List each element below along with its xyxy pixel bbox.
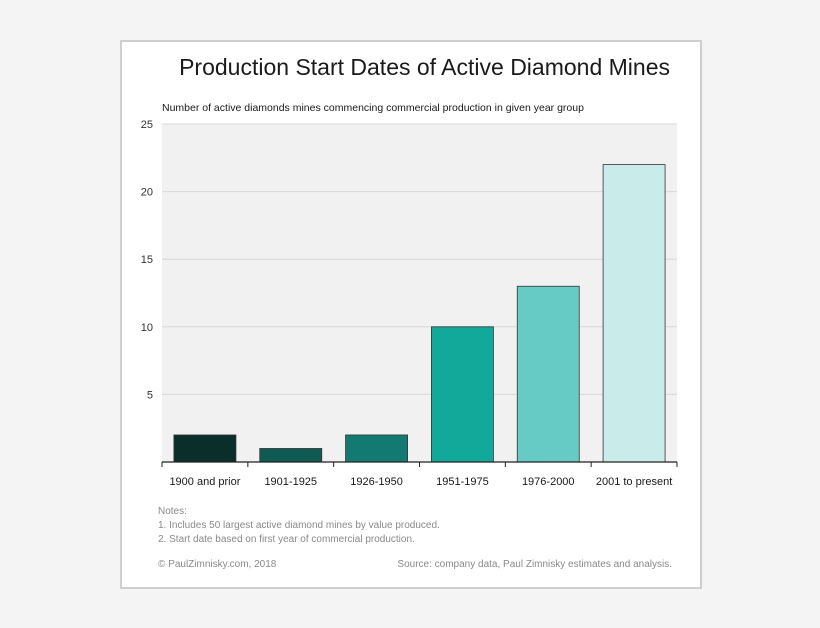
bar-chart: 5 10 15 20 25 1900 and prior 1901-1925 1926-19… — [141, 119, 678, 488]
source-note: Source: company data, Paul Zimnisky esti… — [397, 559, 672, 570]
y-tick-5: 5 — [147, 389, 153, 401]
y-tick-10: 10 — [141, 322, 153, 334]
bar-1 — [173, 434, 237, 463]
bar-4 — [431, 326, 494, 463]
notes-heading: Notes: — [158, 506, 187, 517]
y-tick-15: 15 — [141, 254, 153, 266]
y-axis-label: Number of active diamonds mines commenci… — [162, 102, 584, 114]
bars — [173, 164, 666, 463]
note-1: 1. Includes 50 largest active diamond mi… — [158, 520, 440, 531]
plot-area — [162, 124, 677, 462]
y-tick-25: 25 — [141, 119, 153, 131]
bar-2 — [259, 448, 323, 463]
x-tick-4: 1951-1975 — [436, 476, 489, 488]
x-tick-labels: 1900 and prior 1901-1925 1926-1950 1951-197… — [169, 476, 672, 488]
bar-5 — [516, 285, 580, 463]
x-tick-3: 1926-1950 — [350, 476, 403, 488]
chart-title: Production Start Dates of Active Diamond… — [179, 54, 670, 80]
x-tick-1: 1900 and prior — [169, 476, 240, 488]
grid-lines — [162, 123, 677, 395]
x-tick-5: 1976-2000 — [522, 476, 575, 488]
x-tick-marks — [161, 462, 678, 467]
note-2: 2. Start date based on first year of com… — [158, 534, 415, 545]
copyright: © PaulZimnisky.com, 2018 — [158, 559, 277, 570]
chart-card: Production Start Dates of Active Diamond… — [120, 40, 702, 589]
bar-6 — [602, 164, 666, 463]
y-tick-labels: 5 10 15 20 25 — [141, 119, 153, 401]
x-tick-6: 2001 to present — [596, 476, 672, 488]
x-tick-2: 1901-1925 — [264, 476, 317, 488]
notes: Notes: 1. Includes 50 largest active dia… — [158, 505, 440, 547]
y-tick-20: 20 — [141, 187, 153, 199]
bar-3 — [345, 434, 408, 463]
